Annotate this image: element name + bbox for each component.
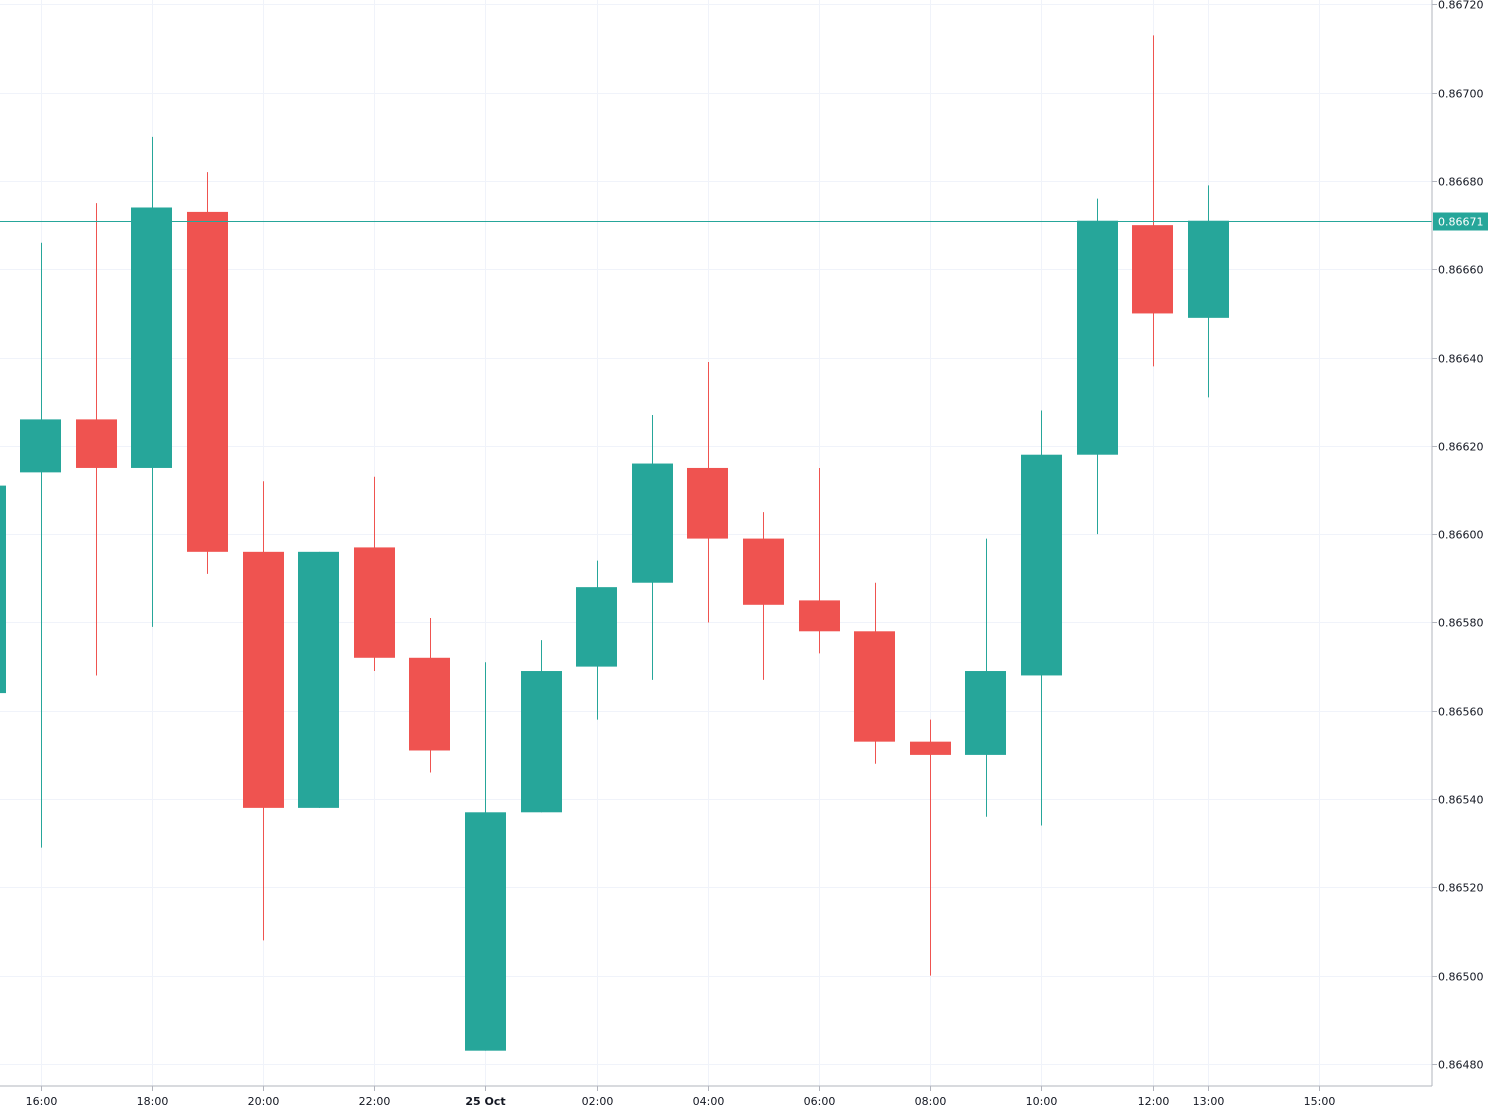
- last-price-badge: [1433, 212, 1488, 231]
- candle-body: [1188, 220, 1229, 318]
- candle-up[interactable]: [131, 136, 172, 627]
- candle-body: [243, 551, 284, 808]
- candle-body: [76, 419, 117, 468]
- candle-body: [20, 419, 61, 473]
- candle-body: [965, 671, 1006, 755]
- candle-body: [1021, 454, 1062, 676]
- price-tick-label: 0.86480: [1438, 1059, 1484, 1072]
- last-price-text: 0.86671: [1438, 216, 1484, 229]
- candle-body: [131, 207, 172, 468]
- candle-down[interactable]: [187, 172, 228, 574]
- time-tick-label: 12:00: [1138, 1095, 1170, 1108]
- candle-body: [187, 211, 228, 552]
- candle-up[interactable]: [1021, 410, 1062, 826]
- candle-up[interactable]: [521, 640, 562, 813]
- price-tick-label: 0.86520: [1438, 882, 1484, 895]
- candle-body: [687, 467, 728, 539]
- candle-up[interactable]: [1077, 198, 1118, 535]
- candle-down[interactable]: [743, 512, 784, 680]
- time-tick-label: 08:00: [915, 1095, 947, 1108]
- time-tick-label: 04:00: [693, 1095, 725, 1108]
- candle-body: [298, 551, 339, 808]
- price-tick-label: 0.86660: [1438, 264, 1484, 277]
- time-tick-label: 02:00: [582, 1095, 614, 1108]
- candle-body: [465, 812, 506, 1051]
- time-tick-label: 06:00: [804, 1095, 836, 1108]
- candle-up[interactable]: [465, 662, 506, 1051]
- candle-body: [632, 463, 673, 583]
- candle-up[interactable]: [632, 414, 673, 680]
- candle-down[interactable]: [76, 203, 117, 676]
- candle-up[interactable]: [1188, 185, 1229, 398]
- candle-body: [1077, 220, 1118, 455]
- candle-up[interactable]: [965, 538, 1006, 817]
- time-tick-label: 15:00: [1304, 1095, 1336, 1108]
- candle-down[interactable]: [799, 467, 840, 654]
- candle-body: [1132, 225, 1173, 314]
- price-tick-label: 0.86700: [1438, 88, 1484, 101]
- candle-up[interactable]: [20, 242, 61, 848]
- candle-body: [521, 671, 562, 813]
- time-tick-label: 22:00: [359, 1095, 391, 1108]
- price-tick-label: 0.86540: [1438, 794, 1484, 807]
- time-tick-label: 16:00: [26, 1095, 58, 1108]
- price-tick-label: 0.86720: [1438, 0, 1484, 12]
- candle-up[interactable]: [576, 560, 617, 720]
- last-price-label: 0.86671: [1433, 212, 1488, 231]
- time-axis[interactable]: 16:00 18:00 20:00 22:00 25 Oct 02:00 04:00 06:0…: [26, 1086, 1336, 1108]
- price-tick-label: 0.86600: [1438, 529, 1484, 542]
- price-tick-label: 0.86640: [1438, 353, 1484, 366]
- candle-down[interactable]: [854, 582, 895, 764]
- price-tick-label: 0.86680: [1438, 176, 1484, 189]
- time-tick-label: 20:00: [248, 1095, 280, 1108]
- candle-body: [854, 631, 895, 742]
- price-tick-label: 0.86620: [1438, 441, 1484, 454]
- candle-body: [354, 547, 395, 658]
- candle-body: [409, 657, 450, 751]
- candle-body: [576, 587, 617, 667]
- candle-body: [910, 741, 951, 755]
- candle-down[interactable]: [910, 719, 951, 976]
- candle-body: [743, 538, 784, 605]
- time-tick-label: 25 Oct: [465, 1095, 505, 1108]
- candle-body: [799, 600, 840, 632]
- candle-body: [0, 485, 6, 694]
- time-tick-label: 13:00: [1193, 1095, 1225, 1108]
- time-tick-label: 10:00: [1026, 1095, 1058, 1108]
- candle-down[interactable]: [1132, 35, 1173, 367]
- candle-up[interactable]: [0, 481, 6, 694]
- price-tick-label: 0.86580: [1438, 617, 1484, 630]
- candle-up[interactable]: [298, 551, 339, 808]
- candle-down[interactable]: [687, 362, 728, 623]
- candle-down[interactable]: [243, 481, 284, 941]
- price-tick-label: 0.86560: [1438, 706, 1484, 719]
- candle-down[interactable]: [354, 476, 395, 672]
- price-axis[interactable]: 0.86480 0.86500 0.86520 0.86540 0.86560 0.865…: [1432, 0, 1484, 1072]
- candle-down[interactable]: [409, 618, 450, 773]
- time-tick-label: 18:00: [137, 1095, 169, 1108]
- candles: [0, 35, 1229, 1051]
- price-tick-label: 0.86500: [1438, 971, 1484, 984]
